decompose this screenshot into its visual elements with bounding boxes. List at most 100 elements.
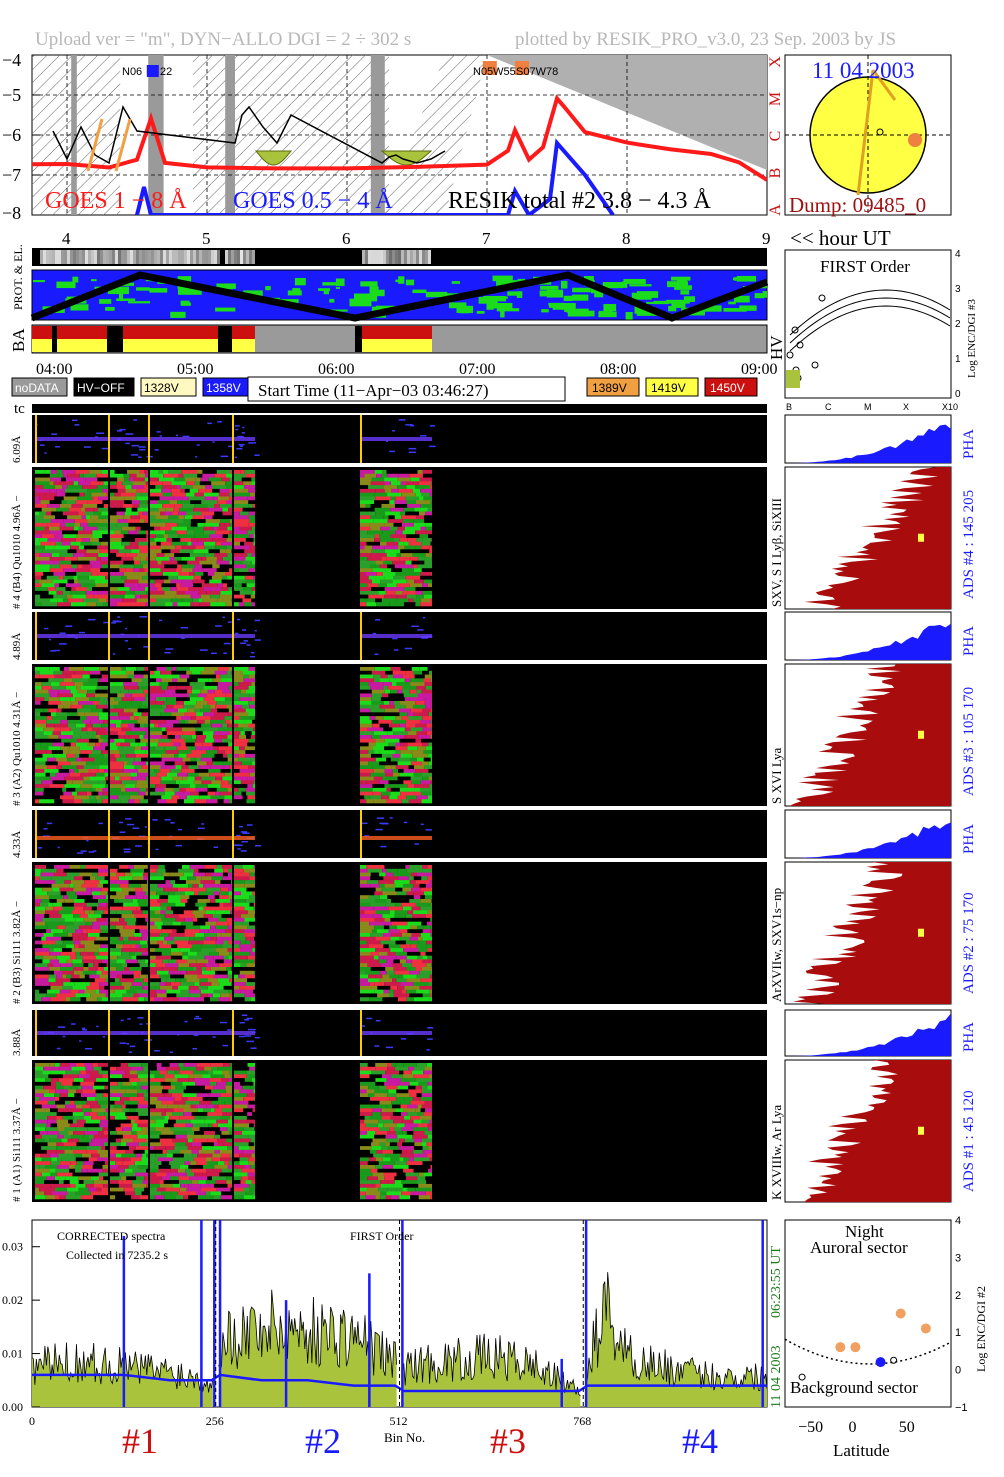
spectrogram-cell [171,541,188,546]
spectrogram-cell [95,689,108,694]
spectrogram-cell [192,883,199,888]
spectrogram-cell [194,564,202,569]
prot-strip-patch [395,279,401,283]
spectrogram-cell [118,772,131,777]
spectrogram-cell [186,1187,202,1192]
prot-strip-patch [517,278,526,282]
spectrogram-cell [176,587,189,592]
spectrogram-cell [150,959,163,964]
spectrogram-cell [227,1183,232,1188]
spectrogram-cell [248,921,255,926]
spectrogram-cell [91,791,99,796]
spectrogram-cell [170,880,176,885]
spectrogram-cell [247,967,255,972]
pha-speckle [119,428,126,431]
spectrogram-cell [420,906,432,911]
spectrogram-cell [406,534,420,539]
spectrogram-cell [120,723,128,728]
spectrogram-cell [150,1146,155,1151]
spectrogram-cell [220,880,232,885]
spectrogram-cell [180,583,194,588]
legend-goes-long: GOES 1 − 8 Å [45,188,187,214]
prot-strip-patch [668,305,677,312]
spectrogram-cell [387,895,402,900]
spectrogram-cell [419,511,426,516]
spectrogram-cell [62,598,68,603]
spectrogram-cell [198,765,211,770]
spectrogram-cell [56,1119,69,1124]
spectrogram-cell [35,716,47,721]
spectrogram-cell [214,753,223,758]
spectrogram-cell [234,572,248,577]
spectrogram-cell [194,481,200,486]
ads-marker-1 [918,533,924,542]
spectrogram-cell [132,481,146,486]
spectrogram-cell [69,1168,76,1173]
spectrogram-cell [150,899,158,904]
spectrogram-cell [185,477,196,482]
spectrogram-cell [404,985,420,990]
spectrogram-cell [200,989,214,994]
spectrogram-cell [188,1165,204,1170]
spectrogram-cell [218,997,230,1002]
spectrogram-cell [110,723,116,728]
el-strip-cell [389,250,392,264]
spectrogram-cell [35,473,50,478]
spectrogram-cell [244,929,255,934]
spectrogram-cell [35,689,49,694]
spectrogram-cell [180,716,192,721]
spectrogram-cell [203,712,215,717]
spectrogram-cell [35,799,40,804]
spectrogram-cell [133,1149,145,1154]
pha-speckle [240,850,247,852]
el-strip-cell [109,250,112,264]
spectrogram-cell [67,549,77,554]
spectrogram-cell [380,526,391,531]
spectrogram-cell [49,568,64,573]
spectrogram-cell [244,731,252,736]
spectrogram-cell [192,887,207,892]
spectrogram-cell [150,1142,162,1147]
spectrogram-cell [110,530,115,535]
spectrogram-cell [230,1187,232,1192]
spectrogram-cell [94,940,107,945]
spectrogram-cell [95,876,105,881]
spectrogram-cell [94,910,104,915]
spectrogram-cell [422,936,432,941]
spectrogram-cell [144,1176,148,1181]
spectrogram-cell [68,1089,77,1094]
el-strip-cell [172,250,175,264]
spectrogram-cell [241,1168,250,1173]
spectrogram-cell [214,895,220,900]
spectrogram-cell [204,865,217,870]
subsatellite-point [876,128,884,136]
spectrogram-cell [115,944,123,949]
spectrogram-cell [207,791,216,796]
spectrogram-cell [221,1168,232,1173]
prot-strip-patch [566,309,588,313]
spectrogram-cell [35,880,47,885]
spectrogram-cell [387,731,394,736]
spectrogram-cell [370,708,385,713]
spectrogram-cell [367,868,383,873]
spectrogram-cell [110,753,115,758]
spectrogram-cell [125,553,138,558]
spectrogram-cell [68,750,81,755]
spectrogram-cell [360,504,366,509]
spectrogram-cell [127,723,135,728]
start-time: Start Time (11−Apr−03 03:46:27) [258,381,489,400]
spectrogram-cell [366,780,380,785]
prot-strip-patch [116,298,136,301]
spectrogram-cell [164,564,178,569]
prot-strip-patch [667,281,688,288]
spectrogram-cell [216,865,222,870]
spectrogram-cell [163,876,180,881]
pha-speckle [408,451,416,454]
spectrogram-cell [170,1127,177,1132]
spectrogram-cell [222,723,228,728]
spectrogram-cell [402,685,417,690]
spectrogram-cell [166,989,181,994]
spectrogram-cell [59,682,75,687]
pha-word: PHA [961,429,977,459]
spectrogram-cell [404,735,419,740]
